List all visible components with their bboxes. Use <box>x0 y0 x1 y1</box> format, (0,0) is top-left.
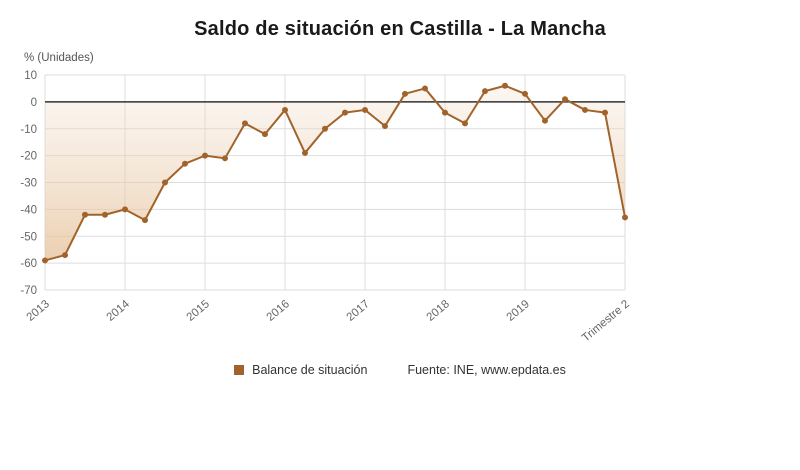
y-axis-labels: 10 0 -10 -20 -30 -40 -50 -60 -70 <box>20 70 37 297</box>
data-point-marker <box>342 109 348 116</box>
data-point-marker <box>302 149 308 156</box>
data-point-marker <box>42 257 48 264</box>
data-point-marker <box>402 90 408 97</box>
y-tick-label: -10 <box>20 124 37 136</box>
data-point-marker <box>462 120 468 127</box>
y-axis-title: % (Unidades) <box>24 52 94 64</box>
data-point-marker <box>622 214 628 221</box>
data-point-marker <box>202 152 208 159</box>
y-tick-label: -70 <box>20 285 37 297</box>
y-tick-label: 0 <box>31 97 37 109</box>
x-axis-labels: 2013 2014 2015 2016 2017 2018 2019 Trimestre 2 <box>25 298 632 345</box>
data-point-marker <box>362 106 368 113</box>
data-point-marker <box>482 88 488 95</box>
data-point-marker <box>242 120 248 127</box>
data-point-marker <box>122 206 128 213</box>
data-point-marker <box>282 106 288 113</box>
data-point-marker <box>162 179 168 186</box>
series-line-balance <box>44 84 626 262</box>
data-point-marker <box>82 211 88 218</box>
y-tick-label: -20 <box>20 151 37 163</box>
data-point-marker <box>522 90 528 97</box>
x-tick-label: 2017 <box>345 298 372 324</box>
y-tick-label: -50 <box>20 231 37 243</box>
data-point-marker <box>142 217 148 224</box>
source-text: Fuente: INE, www.epdata.es <box>407 363 566 377</box>
y-tick-label: -60 <box>20 258 37 270</box>
y-tick-label: -30 <box>20 178 37 190</box>
legend-label: Balance de situación <box>252 363 368 377</box>
y-tick-label: -40 <box>20 204 37 216</box>
data-point-marker <box>62 252 68 259</box>
x-tick-label: 2016 <box>265 298 292 324</box>
x-tick-label: Trimestre 2 <box>580 298 632 344</box>
chart-title: Saldo de situación en Castilla - La Manc… <box>194 18 606 40</box>
legend-row: Balance de situación Fuente: INE, www.ep… <box>0 363 800 377</box>
x-tick-label: 2018 <box>425 298 452 324</box>
data-point-marker <box>502 82 508 89</box>
y-tick-label: 10 <box>24 70 37 82</box>
series-markers <box>42 82 628 264</box>
x-tick-label: 2019 <box>505 298 532 324</box>
data-point-marker <box>602 109 608 116</box>
data-point-marker <box>422 85 428 92</box>
data-point-marker <box>262 131 268 138</box>
x-tick-label: 2015 <box>185 298 212 324</box>
data-point-marker <box>442 109 448 116</box>
data-point-marker <box>322 125 328 132</box>
x-tick-label: 2014 <box>105 298 133 324</box>
legend-swatch <box>234 365 245 375</box>
data-point-marker <box>562 96 568 103</box>
chart-area: 10 0 -10 -20 -30 -40 -50 -60 -70 2013 2014 2015 2016… <box>0 58 800 358</box>
area-fill <box>45 85 625 261</box>
x-tick-label: 2013 <box>25 298 52 324</box>
data-point-marker <box>182 160 188 167</box>
data-point-marker <box>222 155 228 162</box>
data-point-marker <box>382 123 388 130</box>
data-point-marker <box>582 106 588 113</box>
data-point-marker <box>102 211 108 218</box>
data-point-marker <box>542 117 548 124</box>
